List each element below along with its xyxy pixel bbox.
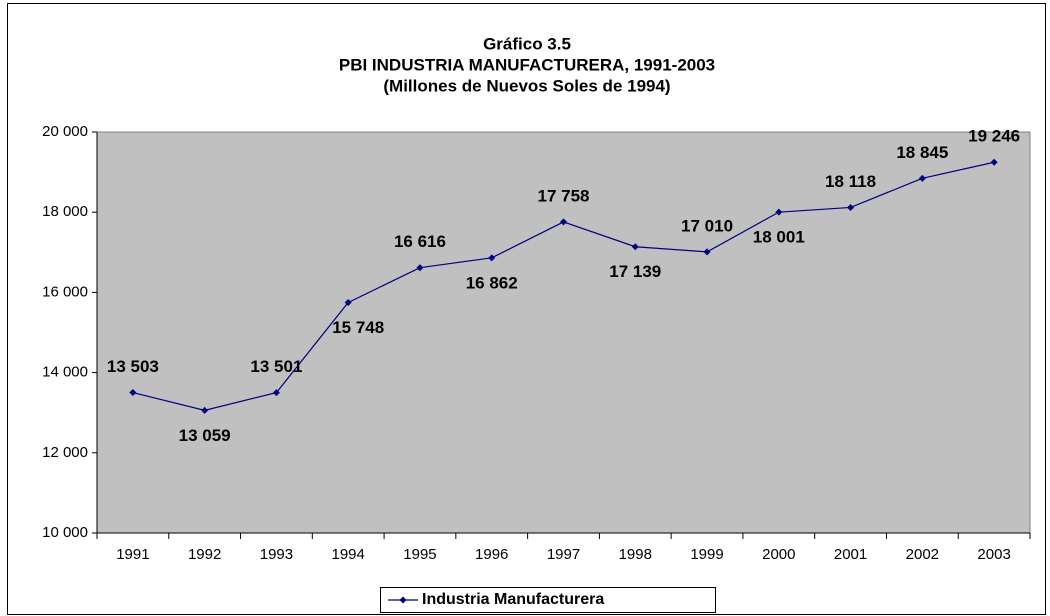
data-point xyxy=(201,406,209,414)
data-point xyxy=(272,389,280,397)
x-tick-label: 2001 xyxy=(834,546,867,563)
x-tick-label: 1997 xyxy=(547,546,580,563)
x-tick-label: 2000 xyxy=(762,546,795,563)
data-label: 17 139 xyxy=(609,262,661,281)
data-point xyxy=(918,174,926,182)
data-label: 13 503 xyxy=(107,357,159,376)
data-label: 16 862 xyxy=(466,273,518,292)
data-label: 18 001 xyxy=(753,228,805,247)
data-label: 18 845 xyxy=(896,143,948,162)
legend-text: Industria Manufacturera xyxy=(422,591,604,608)
x-tick-label: 1996 xyxy=(475,546,508,563)
data-point xyxy=(775,208,783,216)
data-label: 17 758 xyxy=(538,186,590,205)
chart-title: PBI INDUSTRIA MANUFACTURERA, 1991-2003 xyxy=(339,55,715,74)
data-label: 17 010 xyxy=(681,216,733,235)
data-point xyxy=(416,264,424,272)
data-point xyxy=(990,158,998,166)
data-label: 13 501 xyxy=(250,357,302,376)
x-tick-label: 1991 xyxy=(116,546,149,563)
data-label: 16 616 xyxy=(394,232,446,251)
data-point xyxy=(631,243,639,251)
x-tick-label: 1993 xyxy=(260,546,293,563)
data-label: 18 118 xyxy=(825,172,876,191)
legend-box xyxy=(380,587,716,613)
data-point xyxy=(847,203,855,211)
data-point xyxy=(560,218,567,226)
data-point xyxy=(129,389,137,397)
plot-area xyxy=(96,131,1031,534)
y-tick-label: 12 000 xyxy=(42,444,88,461)
y-tick-label: 10 000 xyxy=(42,524,88,541)
y-tick-label: 16 000 xyxy=(42,283,88,300)
legend-marker xyxy=(399,596,407,604)
data-label: 15 748 xyxy=(332,318,384,337)
x-tick-label: 2002 xyxy=(906,546,939,563)
chart-title: Gráfico 3.5 xyxy=(483,34,571,53)
y-tick-label: 20 000 xyxy=(42,123,88,140)
data-point xyxy=(703,248,711,256)
y-tick-label: 14 000 xyxy=(42,364,88,381)
x-tick-label: 2003 xyxy=(977,546,1010,563)
data-label: 19 246 xyxy=(968,127,1020,146)
x-tick-label: 1992 xyxy=(188,546,221,563)
x-tick-label: 1994 xyxy=(332,546,365,563)
data-point xyxy=(488,254,496,262)
x-tick-label: 1999 xyxy=(690,546,723,563)
data-point xyxy=(344,299,352,307)
y-tick-label: 18 000 xyxy=(42,203,88,220)
chart-title: (Millones de Nuevos Soles de 1994) xyxy=(383,76,670,95)
data-label: 13 059 xyxy=(179,426,231,445)
x-tick-label: 1998 xyxy=(619,546,652,563)
x-tick-label: 1995 xyxy=(403,546,436,563)
